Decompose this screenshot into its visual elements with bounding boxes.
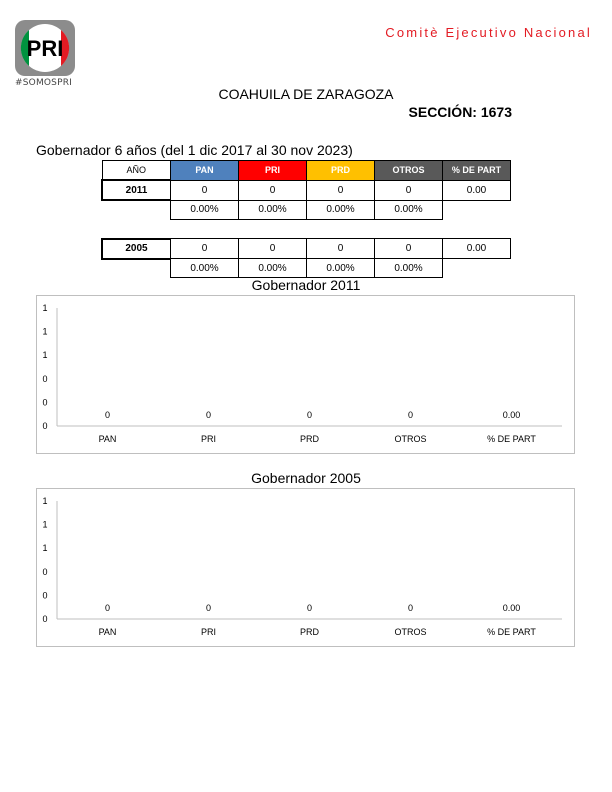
election-title: Gobernador 6 años (del 1 dic 2017 al 30 …: [36, 142, 353, 158]
y-tick-label: 1: [42, 350, 47, 360]
data-label: 0: [408, 410, 413, 420]
x-tick-label: PAN: [99, 627, 117, 637]
header-pri: PRI: [238, 160, 307, 181]
state-name: COAHUILA DE ZARAGOZA: [218, 86, 394, 102]
chart-svg: 0 0 0 1 1 1 0 PAN 0 PRI 0 PRD 0 OTROS 0.00 % DE PART: [42, 496, 562, 637]
row-year: 2011: [101, 179, 171, 201]
x-tick-label: OTROS: [394, 627, 426, 637]
participation-value: 0.00: [442, 179, 511, 201]
pct-otros: 0.00%: [374, 200, 443, 220]
y-tick-label: 0: [42, 397, 47, 407]
table-row: 0.00% 0.00% 0.00% 0.00%: [102, 200, 511, 220]
y-tick-label: 0: [42, 421, 47, 431]
y-tick-label: 0: [42, 614, 47, 624]
votes-prd: 0: [306, 179, 375, 201]
y-tick-label: 1: [42, 327, 47, 337]
section-number: SECCIÓN: 1673: [408, 104, 512, 120]
table-row: 0.00% 0.00% 0.00% 0.00%: [102, 258, 511, 278]
data-label: 0: [206, 410, 211, 420]
y-tick-label: 1: [42, 303, 47, 313]
table-row: 2011 0 0 0 0 0.00: [101, 179, 511, 201]
logo-tagline: #SOMOSPRI: [15, 78, 73, 88]
x-tick-label: % DE PART: [487, 434, 536, 444]
header-pan: PAN: [170, 160, 239, 181]
header-year: AÑO: [101, 160, 171, 181]
pct-prd: 0.00%: [306, 200, 375, 220]
chart-title: Gobernador 2011: [251, 277, 361, 293]
x-tick-label: PRD: [300, 627, 320, 637]
participation-value: 0.00: [442, 238, 511, 259]
header-prd: PRD: [306, 160, 375, 181]
pct-pri: 0.00%: [238, 200, 307, 220]
row-year: 2005: [101, 237, 171, 260]
data-label: 0.00: [503, 410, 521, 420]
data-label: 0: [105, 603, 110, 613]
data-label: 0.00: [503, 603, 521, 613]
x-tick-label: PAN: [99, 434, 117, 444]
chart-title: Gobernador 2005: [251, 470, 361, 486]
x-tick-label: PRI: [201, 627, 216, 637]
pct-otros: 0.00%: [374, 258, 443, 278]
votes-otros: 0: [374, 238, 443, 259]
header-participation: % DE PART: [442, 160, 511, 181]
data-label: 0: [206, 603, 211, 613]
data-label: 0: [307, 410, 312, 420]
x-tick-label: % DE PART: [487, 627, 536, 637]
pct-prd: 0.00%: [306, 258, 375, 278]
x-tick-label: OTROS: [394, 434, 426, 444]
header-otros: OTROS: [374, 160, 443, 181]
pct-pan: 0.00%: [170, 200, 239, 220]
data-label: 0: [105, 410, 110, 420]
y-tick-label: 1: [42, 496, 47, 506]
x-tick-label: PRI: [201, 434, 216, 444]
chart-svg: 0 0 0 1 1 1 0 PAN 0 PRI 0 PRD 0 OTROS 0.00 % DE PART: [42, 303, 562, 444]
y-tick-label: 0: [42, 374, 47, 384]
data-label: 0: [307, 603, 312, 613]
data-label: 0: [408, 603, 413, 613]
logo-lettering: PRI: [27, 36, 64, 61]
votes-pan: 0: [170, 238, 239, 259]
y-tick-label: 1: [42, 543, 47, 553]
bar-chart-2005: 0 0 0 1 1 1 0 PAN 0 PRI 0 PRD 0 OTROS 0.00 % DE PART: [36, 488, 575, 647]
votes-otros: 0: [374, 179, 443, 201]
bar-chart-2011: 0 0 0 1 1 1 0 PAN 0 PRI 0 PRD 0 OTROS 0.00 % DE PART: [36, 295, 575, 454]
pct-pan: 0.00%: [170, 258, 239, 278]
x-tick-label: PRD: [300, 434, 320, 444]
committee-name: Comitè Ejecutivo Nacional: [385, 25, 592, 40]
table-row: 2005 0 0 0 0 0.00: [101, 237, 511, 260]
y-tick-label: 0: [42, 567, 47, 577]
votes-pan: 0: [170, 179, 239, 201]
results-table: AÑO PAN PRI PRD OTROS % DE PART 2011 0 0…: [101, 160, 511, 278]
pct-pri: 0.00%: [238, 258, 307, 278]
votes-pri: 0: [238, 179, 307, 201]
y-tick-label: 0: [42, 590, 47, 600]
table-header-row: AÑO PAN PRI PRD OTROS % DE PART: [101, 160, 511, 181]
pri-logo: PRI: [15, 20, 75, 76]
y-tick-label: 1: [42, 520, 47, 530]
votes-pri: 0: [238, 238, 307, 259]
votes-prd: 0: [306, 238, 375, 259]
